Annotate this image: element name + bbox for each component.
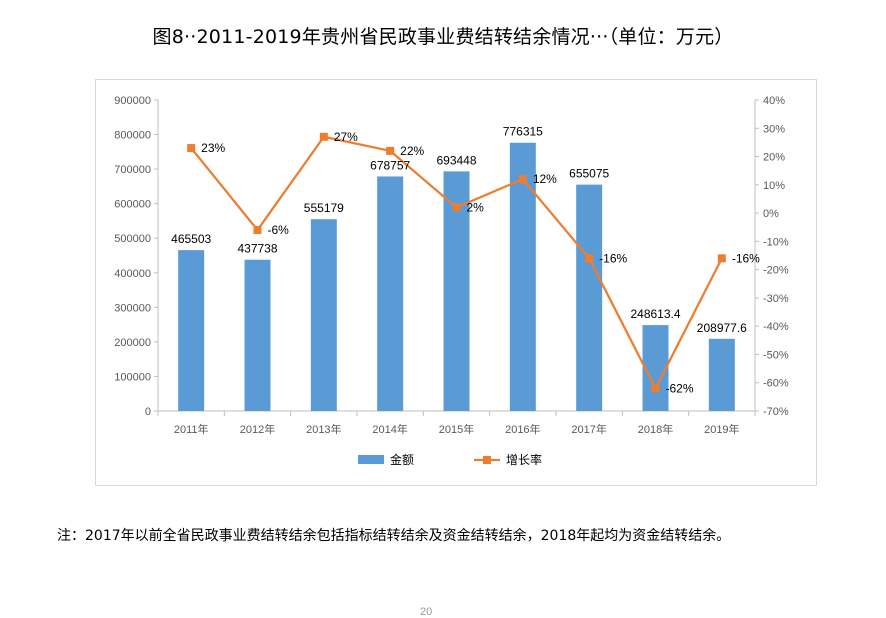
line-data-label: 27% — [334, 130, 358, 144]
right-axis-tick-label: -70% — [763, 406, 789, 418]
line-data-label: -16% — [599, 251, 627, 265]
bar — [642, 325, 669, 411]
left-axis-tick-label: 800000 — [114, 130, 151, 142]
x-axis-tick-label: 2016年 — [505, 422, 540, 436]
bar-data-label: 208977.6 — [697, 321, 747, 335]
x-axis-tick-label: 2015年 — [439, 422, 474, 436]
chart-title: 图8··2011-2019年贵州省民政事业费结转结余情况···（单位：万元） — [152, 26, 734, 48]
x-axis-tick-label: 2014年 — [372, 422, 407, 436]
legend-swatch-bar — [358, 455, 384, 464]
right-axis-tick-label: -60% — [763, 378, 789, 390]
left-axis-tick-label: 200000 — [114, 337, 151, 349]
bar — [310, 219, 337, 411]
line-marker — [717, 254, 726, 263]
left-axis-tick-label: 700000 — [114, 164, 151, 176]
line-data-label: -6% — [268, 223, 290, 237]
right-axis-tick-label: 0% — [763, 208, 779, 220]
line-marker — [518, 175, 527, 184]
line-marker — [253, 226, 262, 235]
right-axis-tick-label: -50% — [763, 349, 789, 361]
left-axis-tick-label: 900000 — [114, 95, 151, 107]
bar — [244, 259, 271, 411]
left-axis-tick-label: 600000 — [114, 199, 151, 211]
left-axis-tick-label: 400000 — [114, 268, 151, 280]
right-axis-tick-label: 40% — [763, 95, 785, 107]
bar — [178, 250, 205, 411]
line-data-label: 22% — [400, 144, 424, 158]
right-axis-tick-label: 30% — [763, 123, 785, 135]
right-axis-tick-label: -40% — [763, 321, 789, 333]
line-marker — [386, 146, 395, 155]
bar — [576, 184, 603, 411]
left-axis-tick-label: 100000 — [114, 371, 151, 383]
bar-data-label: 776315 — [503, 125, 543, 139]
footnote: 注：2017年以前全省民政事业费结转结余包括指标结转结余及资金结转结余，2018… — [57, 528, 731, 544]
right-axis-tick-label: -30% — [763, 293, 789, 305]
bar-data-label: 248613.4 — [630, 307, 680, 321]
bar — [509, 142, 536, 411]
legend-label-line: 增长率 — [506, 452, 542, 467]
line-marker — [187, 144, 196, 153]
line-data-label: -62% — [666, 381, 694, 395]
bar — [708, 338, 735, 411]
x-axis-tick-label: 2013年 — [306, 422, 341, 436]
bar-data-label: 465503 — [171, 232, 211, 246]
bar-data-label: 693448 — [436, 153, 476, 167]
page-number: 20 — [420, 606, 433, 618]
right-axis-tick-label: -10% — [763, 236, 789, 248]
x-axis-tick-label: 2012年 — [240, 422, 275, 436]
legend-swatch-marker — [483, 456, 491, 464]
bar — [377, 176, 404, 411]
legend-label-bar: 金额 — [390, 452, 414, 467]
bar-data-label: 678757 — [370, 158, 410, 172]
left-axis-tick-label: 0 — [145, 406, 151, 418]
bar-data-label: 437738 — [237, 242, 277, 256]
bar-data-label: 655075 — [569, 167, 609, 181]
right-axis-tick-label: 20% — [763, 152, 785, 164]
line-marker — [585, 254, 594, 263]
line-marker — [651, 384, 660, 393]
left-axis-tick-label: 300000 — [114, 302, 151, 314]
line-data-label: 23% — [201, 141, 225, 155]
right-axis-tick-label: -20% — [763, 265, 789, 277]
x-axis-tick-label: 2011年 — [174, 422, 209, 436]
line-data-label: -16% — [732, 251, 760, 265]
x-axis-tick-label: 2017年 — [571, 422, 606, 436]
left-axis-tick-label: 500000 — [114, 233, 151, 245]
line-marker — [319, 132, 328, 141]
line-marker — [452, 203, 461, 212]
right-axis-tick-label: 10% — [763, 180, 785, 192]
line-data-label: 12% — [533, 172, 557, 186]
x-axis-tick-label: 2018年 — [638, 422, 673, 436]
x-axis-tick-label: 2019年 — [704, 422, 739, 436]
bar-data-label: 555179 — [304, 201, 344, 215]
line-data-label: 2% — [467, 200, 485, 214]
